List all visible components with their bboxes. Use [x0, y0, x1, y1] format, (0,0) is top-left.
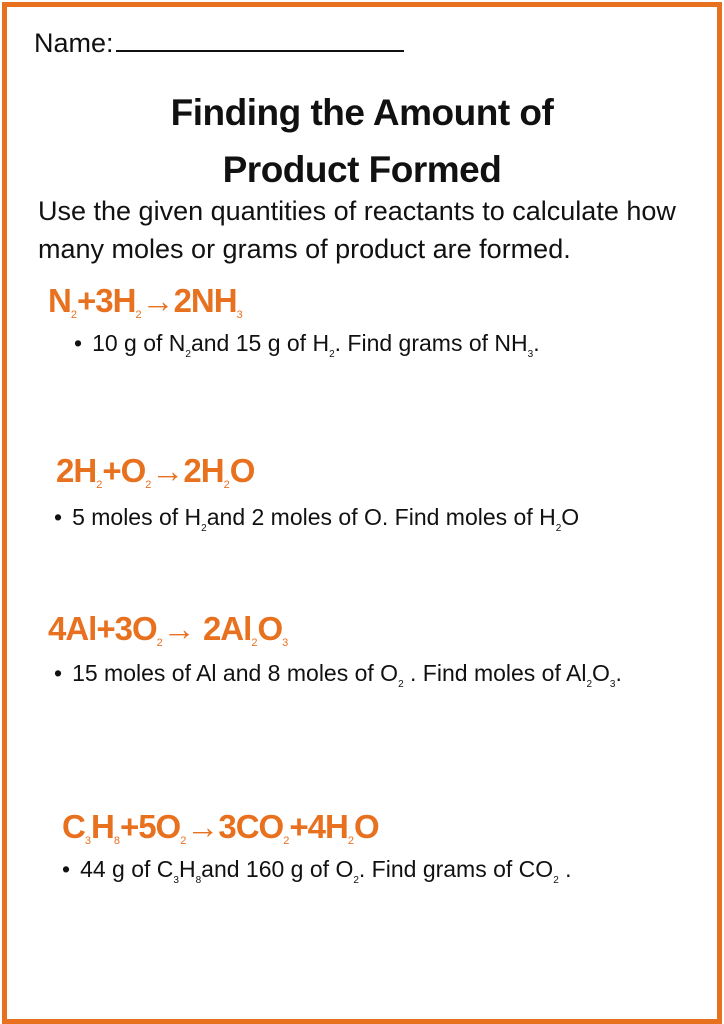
- name-field[interactable]: Name:: [34, 24, 404, 59]
- subscript: 2: [586, 679, 593, 690]
- bullet-icon: •: [54, 504, 63, 530]
- subscript: 2: [96, 479, 103, 491]
- equation-3: 4Al+3O2→ 2Al2O3: [48, 610, 288, 649]
- text-segment: O: [257, 610, 283, 647]
- name-blank-line[interactable]: [115, 24, 404, 52]
- text-segment: and 2 moles of O. Find moles of H: [206, 504, 556, 530]
- subscript: 2: [156, 637, 163, 649]
- text-segment: +5O: [119, 808, 181, 845]
- text-segment: .: [615, 660, 622, 686]
- equation-1: N2+3H2→2NH3: [48, 282, 243, 321]
- text-segment: .: [558, 856, 572, 882]
- text-segment: and 160 g of O: [201, 856, 354, 882]
- text-segment: . Find moles of Al: [403, 660, 587, 686]
- text-segment: O: [561, 504, 580, 530]
- subscript: 3: [173, 875, 179, 886]
- text-segment: 2H: [56, 452, 97, 489]
- subscript: 2: [145, 479, 152, 491]
- text-segment: → 2Al: [162, 610, 253, 647]
- question-3: • 15 moles of Al and 8 moles of O2 . Find…: [54, 660, 622, 690]
- subscript: 3: [282, 637, 289, 649]
- equation-2: 2H2+O2→2H2O: [56, 452, 256, 491]
- title-line-1: Finding the Amount of: [170, 92, 554, 133]
- subscript: 2: [553, 875, 559, 886]
- subscript: 2: [135, 309, 142, 321]
- subscript: 8: [113, 835, 120, 847]
- bullet-icon: •: [62, 856, 71, 882]
- text-segment: 10 g of N: [92, 330, 186, 356]
- text-segment: +O: [102, 452, 146, 489]
- text-segment: 4Al+3O: [48, 610, 158, 647]
- text-segment: H: [90, 808, 115, 845]
- subscript: 3: [84, 835, 91, 847]
- subscript: 2: [283, 835, 290, 847]
- text-segment: . Find grams of CO: [358, 856, 554, 882]
- bullet-icon: •: [54, 660, 63, 686]
- subscript: 2: [353, 875, 359, 886]
- text-segment: +3H: [76, 282, 136, 319]
- subscript: 2: [180, 835, 187, 847]
- question-2: • 5 moles of H2and 2 moles of O. Find mol…: [54, 504, 579, 534]
- subscript: 2: [347, 835, 354, 847]
- text-segment: O: [592, 660, 610, 686]
- text-segment: C: [62, 808, 86, 845]
- subscript: 8: [195, 875, 202, 886]
- subscript: 3: [609, 679, 616, 690]
- text-segment: 5 moles of H: [72, 504, 202, 530]
- subscript: 2: [398, 679, 404, 690]
- subscript: 2: [251, 637, 258, 649]
- subscript: 2: [70, 309, 77, 321]
- question-4: • 44 g of C3H8and 160 g of O2. Find grams…: [62, 856, 572, 886]
- text-segment: O: [229, 452, 256, 489]
- instructions: Use the given quantities of reactants to…: [38, 196, 676, 264]
- subscript: 2: [555, 523, 562, 534]
- subscript: 2: [201, 523, 207, 534]
- text-segment: and 15 g of H: [190, 330, 330, 356]
- text-segment: →3CO: [186, 808, 284, 845]
- text-segment: O: [353, 808, 380, 845]
- subscript: 3: [527, 349, 534, 360]
- text-segment: H: [178, 856, 196, 882]
- text-segment: →2H: [151, 452, 224, 489]
- question-1: • 10 g of N2and 15 g of H2. Find grams of…: [74, 330, 540, 360]
- page-title: Finding the Amount of Product Formed: [0, 84, 724, 198]
- name-label: Name:: [34, 28, 114, 58]
- subscript: 2: [329, 349, 335, 360]
- text-segment: N: [48, 282, 72, 319]
- subscript: 3: [236, 309, 243, 321]
- equation-4: C3H8+5O2→3CO2+4H2O: [62, 808, 380, 847]
- title-line-2: Product Formed: [222, 149, 502, 190]
- text-segment: .: [533, 330, 540, 356]
- text-segment: 44 g of C: [80, 856, 174, 882]
- text-segment: +4H: [289, 808, 348, 845]
- text-segment: →2NH: [141, 282, 238, 319]
- subscript: 2: [223, 479, 230, 491]
- subscript: 2: [185, 349, 191, 360]
- bullet-icon: •: [74, 330, 83, 356]
- text-segment: . Find grams of NH: [334, 330, 528, 356]
- text-segment: 15 moles of Al and 8 moles of O: [72, 660, 399, 686]
